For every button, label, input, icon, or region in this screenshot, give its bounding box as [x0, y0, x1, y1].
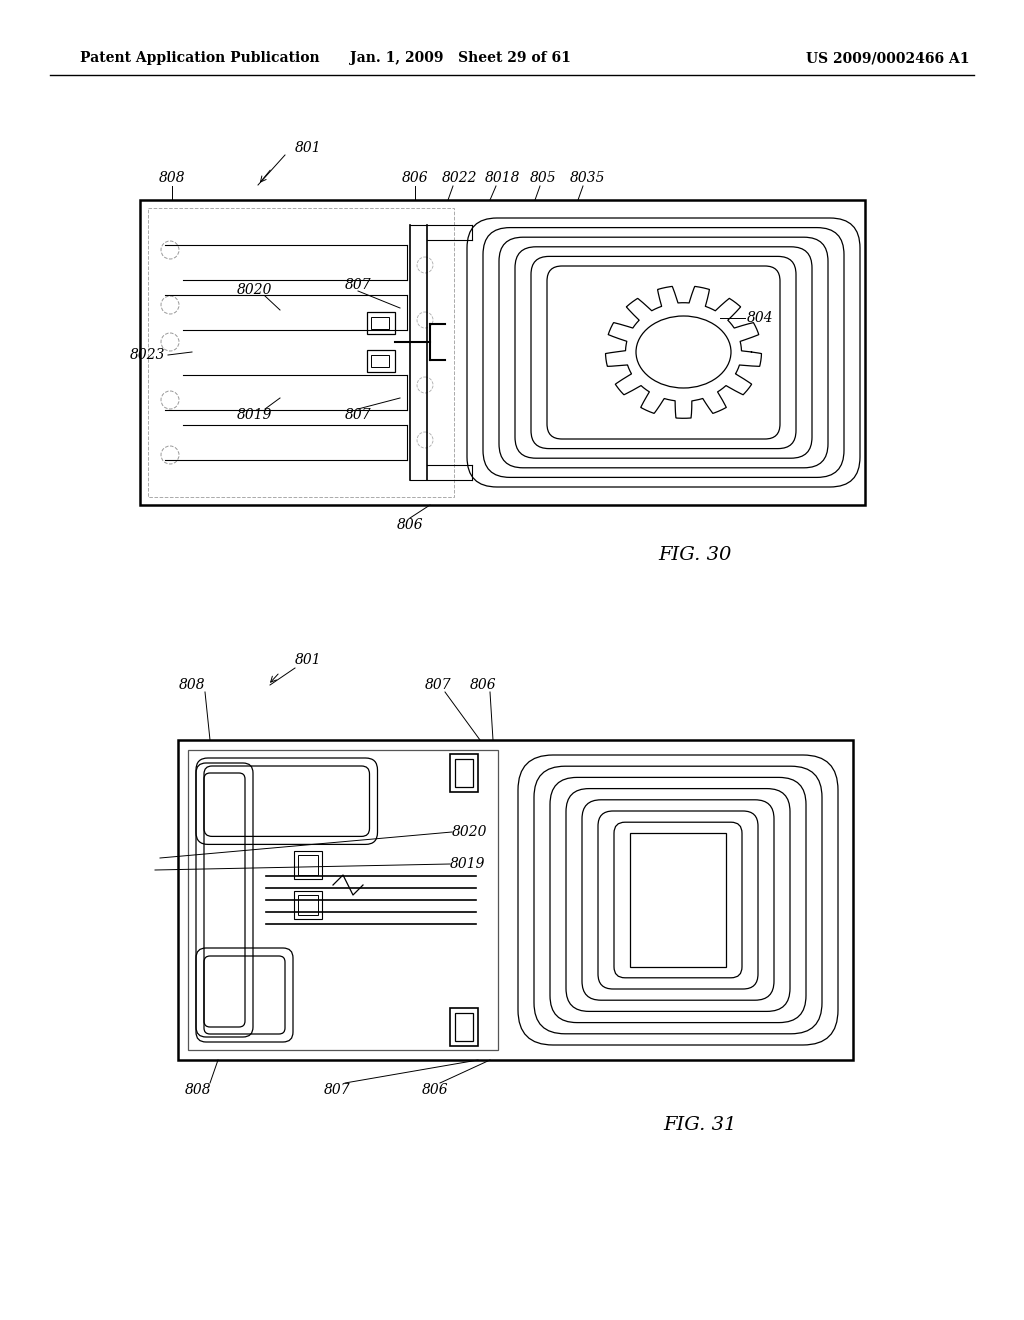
Text: 8020: 8020: [238, 282, 272, 297]
Bar: [371, 317, 389, 329]
Text: FIG. 30: FIG. 30: [658, 546, 732, 564]
Bar: [455, 759, 473, 787]
Bar: [367, 312, 395, 334]
Bar: [294, 851, 322, 879]
Text: 806: 806: [422, 1082, 449, 1097]
Text: 805: 805: [529, 172, 556, 185]
Bar: [178, 741, 853, 1060]
Text: 804: 804: [746, 312, 773, 325]
Bar: [148, 209, 454, 498]
Ellipse shape: [636, 315, 731, 388]
Bar: [140, 201, 865, 506]
Text: 8023: 8023: [130, 348, 166, 362]
Text: 8019: 8019: [238, 408, 272, 422]
Text: US 2009/0002466 A1: US 2009/0002466 A1: [807, 51, 970, 65]
Bar: [298, 895, 318, 915]
Text: 8035: 8035: [570, 172, 606, 185]
Text: 808: 808: [178, 678, 206, 692]
Text: 806: 806: [396, 517, 423, 532]
Bar: [630, 833, 726, 966]
Text: 8019: 8019: [451, 857, 485, 871]
Text: 806: 806: [470, 678, 497, 692]
Bar: [450, 754, 478, 792]
Bar: [450, 1008, 478, 1045]
Text: 806: 806: [401, 172, 428, 185]
Text: FIG. 31: FIG. 31: [664, 1115, 736, 1134]
Bar: [455, 1012, 473, 1041]
Text: Patent Application Publication: Patent Application Publication: [80, 51, 319, 65]
Bar: [371, 355, 389, 367]
Text: 807: 807: [425, 678, 452, 692]
Bar: [188, 750, 498, 1049]
Text: Jan. 1, 2009   Sheet 29 of 61: Jan. 1, 2009 Sheet 29 of 61: [349, 51, 570, 65]
Text: 808: 808: [159, 172, 185, 185]
Text: 8018: 8018: [485, 172, 521, 185]
Bar: [298, 855, 318, 875]
Text: 807: 807: [345, 408, 372, 422]
Text: 8020: 8020: [453, 825, 487, 840]
Bar: [367, 350, 395, 372]
Text: 808: 808: [184, 1082, 211, 1097]
Text: 801: 801: [295, 653, 322, 667]
Text: 807: 807: [345, 279, 372, 292]
Text: 807: 807: [324, 1082, 350, 1097]
Bar: [294, 891, 322, 919]
Text: 801: 801: [295, 141, 322, 154]
Text: 8022: 8022: [442, 172, 478, 185]
